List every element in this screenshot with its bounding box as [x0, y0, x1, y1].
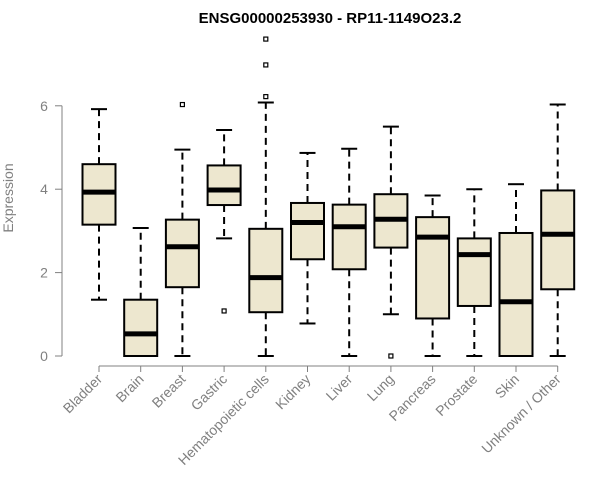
box-iqr [540, 189, 576, 291]
x-tick-label: Breast [149, 371, 189, 411]
box-hematopoietic-cells [248, 36, 284, 357]
box-iqr [331, 203, 367, 271]
box-iqr [498, 231, 534, 357]
x-tick-label: Liver [323, 371, 356, 404]
box-iqr [248, 227, 284, 314]
outlier-point [221, 308, 227, 314]
x-tick-label: Prostate [432, 371, 480, 419]
y-tick-label: 6 [40, 98, 48, 114]
outlier-point [263, 62, 269, 68]
y-tick-label: 0 [40, 348, 48, 364]
x-tick-label: Skin [492, 371, 523, 402]
box-iqr [123, 298, 159, 357]
box-iqr [164, 218, 200, 289]
box-iqr [456, 237, 492, 307]
outlier-point [179, 101, 185, 108]
y-tick-label: 2 [40, 265, 48, 281]
x-tick-label: Kidney [272, 371, 314, 413]
box-brain [123, 226, 159, 357]
box-unknown-other [540, 103, 576, 357]
chart-title: ENSG00000253930 - RP11-1149O23.2 [199, 10, 462, 27]
box-iqr [415, 216, 451, 320]
box-gastric [206, 128, 242, 314]
x-tick-label: Lung [364, 371, 397, 404]
outlier-point [388, 353, 394, 359]
outlier-point [263, 94, 269, 100]
x-tick-label: Unknown / Other [478, 371, 564, 457]
outlier-point [263, 36, 269, 42]
x-tick-label: Brain [112, 371, 146, 405]
box-bladder [81, 108, 117, 301]
box-skin [498, 183, 534, 357]
boxes-group [81, 36, 576, 359]
y-axis-label: Expression [0, 163, 16, 232]
box-prostate [456, 188, 492, 357]
box-pancreas [415, 194, 451, 357]
box-liver [331, 147, 367, 357]
y-tick-label: 4 [40, 181, 48, 197]
box-breast [164, 101, 200, 357]
box-lung [373, 125, 409, 359]
y-axis: 0 2 4 6 [40, 98, 63, 364]
x-tick-label: Bladder [60, 371, 106, 417]
box-iqr [206, 164, 242, 207]
box-kidney [290, 151, 325, 325]
box-iqr [290, 201, 325, 261]
